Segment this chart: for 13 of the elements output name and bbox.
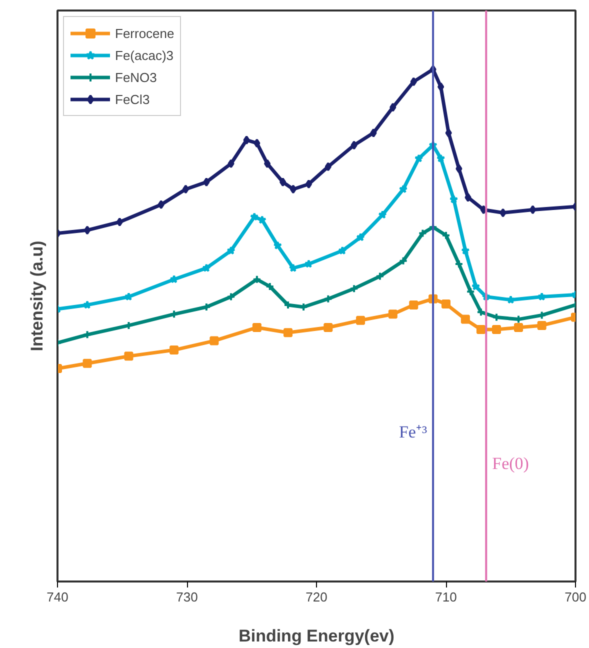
x-tick-label: 710 [435, 590, 457, 604]
x-tick-label: 730 [176, 590, 198, 604]
ref-line-label: Fe(0) [492, 454, 529, 474]
legend-label: FeCl3 [115, 92, 150, 106]
legend-label: Fe(acac)3 [115, 48, 174, 62]
legend-label: Ferrocene [115, 26, 174, 40]
x-tick-label: 700 [564, 590, 586, 604]
legend-label: FeNO3 [115, 70, 157, 84]
x-tick-label: 720 [306, 590, 328, 604]
x-axis-title: Binding Energy(ev) [238, 626, 394, 646]
ref-line-label: Fe⁺³ [398, 422, 428, 442]
x-tick-label: 740 [46, 590, 68, 604]
y-axis-title: Intensity (a.u) [28, 240, 46, 352]
